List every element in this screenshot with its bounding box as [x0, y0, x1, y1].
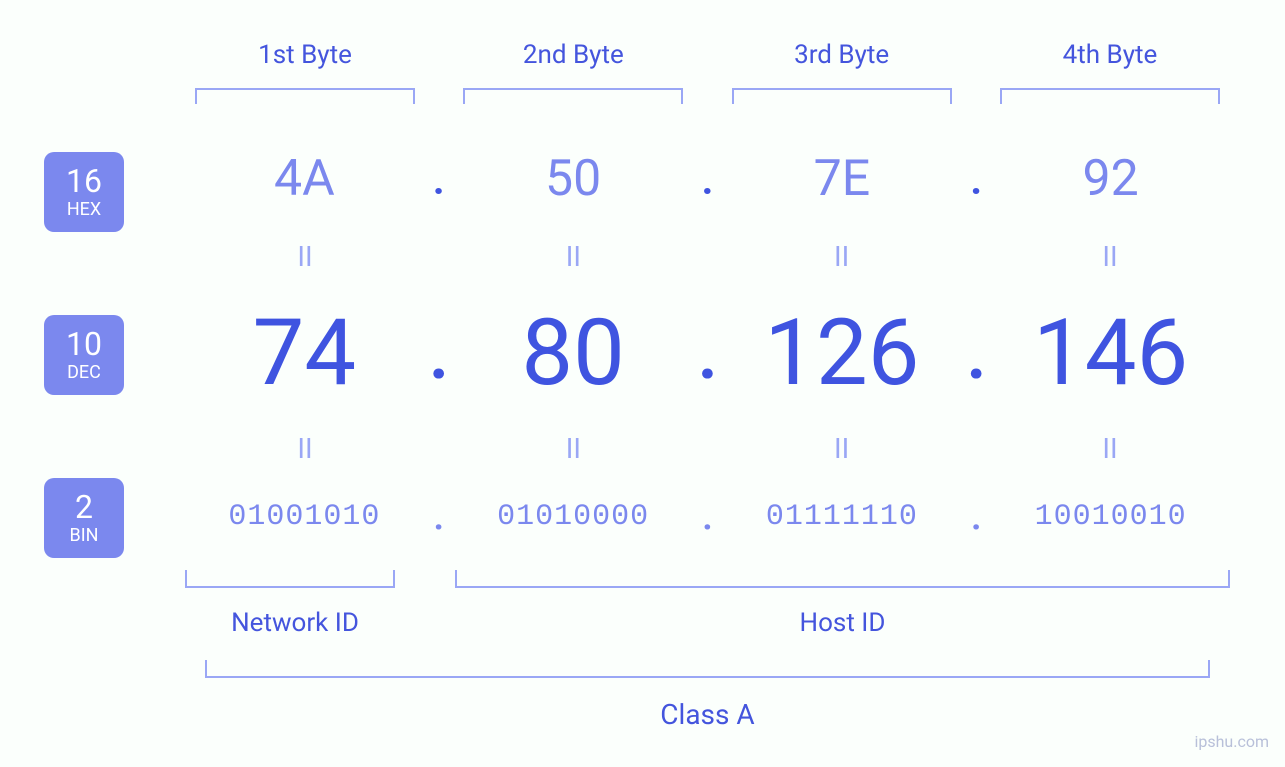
row-bin: 01001010 . 01010000 . 01111110 . 1001001…: [180, 495, 1235, 539]
byte-header-4: 4th Byte: [985, 40, 1235, 70]
hex-dot-3: .: [966, 153, 986, 205]
bin-dot-3: .: [966, 495, 986, 539]
equals-row-2: II II II II: [180, 432, 1235, 465]
hex-octet-1: 4A: [180, 150, 429, 208]
host-id-label: Host ID: [450, 608, 1235, 638]
bracket-network-id: [185, 570, 395, 588]
id-brackets: [185, 570, 1230, 588]
base-dec-num: 10: [66, 328, 102, 360]
bin-octet-2: 01010000: [449, 500, 698, 534]
bin-octet-3: 01111110: [717, 500, 966, 534]
bracket-top-1: [195, 88, 415, 104]
dec-dot-1: .: [429, 311, 449, 396]
byte-header-3: 3rd Byte: [717, 40, 967, 70]
eq-2-1: II: [180, 432, 430, 465]
eq-1-1: II: [180, 240, 430, 273]
base-bin-name: BIN: [70, 525, 99, 546]
hex-octet-4: 92: [986, 150, 1235, 208]
base-badge-bin: 2 BIN: [44, 478, 124, 558]
eq-2-3: II: [717, 432, 967, 465]
base-badge-hex: 16 HEX: [44, 152, 124, 232]
hex-dot-1: .: [429, 153, 449, 205]
hex-octet-2: 50: [449, 150, 698, 208]
class-label: Class A: [180, 698, 1235, 731]
hex-octet-3: 7E: [717, 150, 966, 208]
watermark: ipshu.com: [1194, 732, 1269, 751]
eq-2-2: II: [448, 432, 698, 465]
row-dec: 74 . 80 . 126 . 146: [180, 300, 1235, 407]
dec-octet-1: 74: [180, 300, 429, 407]
dec-octet-2: 80: [449, 300, 698, 407]
dec-octet-3: 126: [718, 300, 967, 407]
byte-header-1: 1st Byte: [180, 40, 430, 70]
row-hex: 4A . 50 . 7E . 92: [180, 150, 1235, 208]
eq-1-2: II: [448, 240, 698, 273]
eq-2-4: II: [985, 432, 1235, 465]
base-hex-num: 16: [66, 165, 102, 197]
base-bin-num: 2: [75, 491, 93, 523]
base-hex-name: HEX: [67, 199, 101, 220]
bin-octet-1: 01001010: [180, 500, 429, 534]
bracket-top-3: [732, 88, 952, 104]
eq-1-3: II: [717, 240, 967, 273]
bin-octet-4: 10010010: [986, 500, 1235, 534]
ip-diagram: 1st Byte 2nd Byte 3rd Byte 4th Byte 16 H…: [0, 0, 1285, 767]
id-labels: Network ID Host ID: [180, 608, 1235, 638]
dec-dot-2: .: [698, 311, 718, 396]
byte-top-brackets: [180, 88, 1235, 104]
byte-header-2: 2nd Byte: [448, 40, 698, 70]
bin-dot-2: .: [698, 495, 718, 539]
eq-1-4: II: [985, 240, 1235, 273]
network-id-label: Network ID: [180, 608, 410, 638]
dec-octet-4: 146: [986, 300, 1235, 407]
base-dec-name: DEC: [67, 362, 101, 383]
bracket-top-4: [1000, 88, 1220, 104]
hex-dot-2: .: [698, 153, 718, 205]
bracket-host-id: [455, 570, 1230, 588]
base-badge-dec: 10 DEC: [44, 315, 124, 395]
bin-dot-1: .: [429, 495, 449, 539]
bracket-class: [205, 660, 1210, 678]
bracket-top-2: [463, 88, 683, 104]
byte-header-row: 1st Byte 2nd Byte 3rd Byte 4th Byte: [180, 40, 1235, 70]
dec-dot-3: .: [966, 311, 986, 396]
equals-row-1: II II II II: [180, 240, 1235, 273]
